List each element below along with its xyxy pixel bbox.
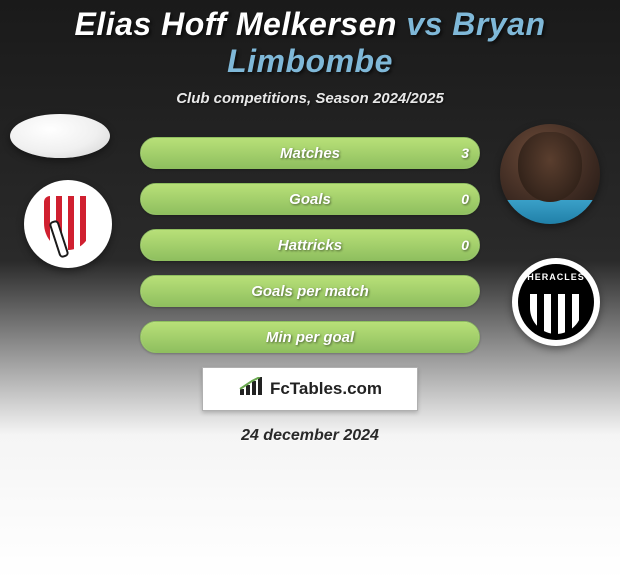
stat-row-matches: Matches 3 <box>140 137 480 169</box>
stat-row-hattricks: Hattricks 0 <box>140 229 480 261</box>
stats-area: Matches 3 Goals 0 Hattricks 0 Goals per … <box>0 137 620 353</box>
stat-label: Goals per match <box>141 283 479 300</box>
stat-right-value: 3 <box>461 145 469 161</box>
subtitle: Club competitions, Season 2024/2025 <box>0 90 620 107</box>
stat-label: Min per goal <box>141 329 479 346</box>
comparison-title: Elias Hoff Melkersen vs Bryan Limbombe <box>0 0 620 80</box>
date-text: 24 december 2024 <box>0 427 620 445</box>
brand-badge: FcTables.com <box>202 367 418 411</box>
chart-icon <box>238 377 266 402</box>
stat-label: Matches <box>141 145 479 162</box>
stat-label: Hattricks <box>141 237 479 254</box>
stat-row-min-per-goal: Min per goal <box>140 321 480 353</box>
stat-row-goals-per-match: Goals per match <box>140 275 480 307</box>
stat-label: Goals <box>141 191 479 208</box>
stat-row-goals: Goals 0 <box>140 183 480 215</box>
brand-text: FcTables.com <box>270 379 382 399</box>
stat-right-value: 0 <box>461 191 469 207</box>
player1-name: Elias Hoff Melkersen <box>75 6 397 42</box>
vs-text: vs <box>406 6 443 42</box>
stat-right-value: 0 <box>461 237 469 253</box>
